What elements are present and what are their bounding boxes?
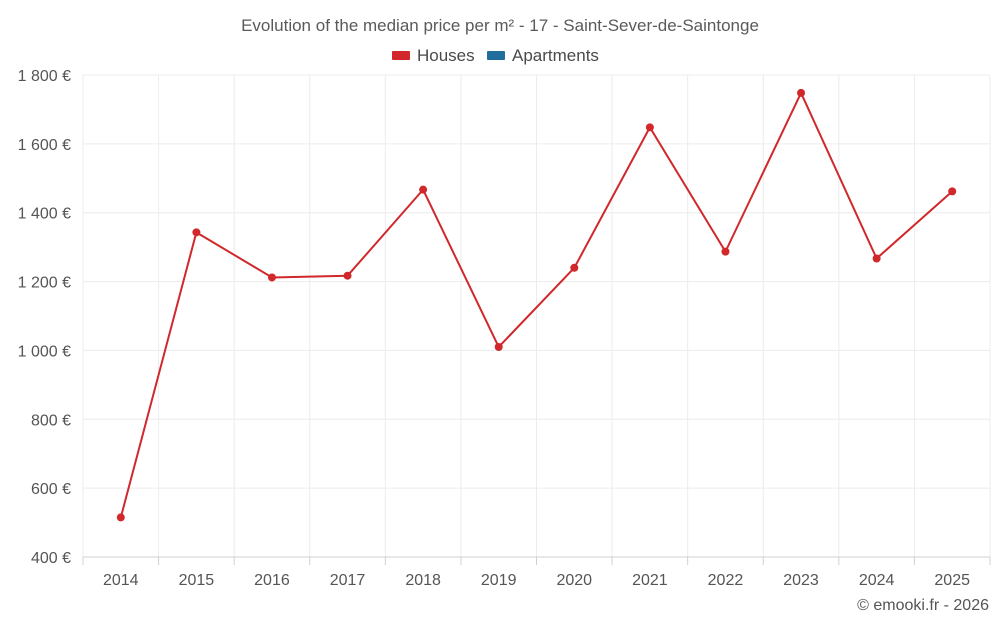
y-tick-label: 1 400 €: [18, 206, 71, 223]
y-tick-label: 800 €: [31, 412, 71, 429]
y-tick-label: 600 €: [31, 481, 71, 498]
x-tick-label: 2023: [783, 572, 819, 589]
x-tick-label: 2018: [405, 572, 441, 589]
data-point[interactable]: [192, 228, 201, 237]
legend-swatch-apartments[interactable]: [487, 51, 505, 60]
x-tick-label: 2020: [556, 572, 592, 589]
legend-swatch-houses[interactable]: [392, 51, 410, 60]
x-tick-label: 2016: [254, 572, 290, 589]
data-point[interactable]: [570, 263, 579, 272]
data-point[interactable]: [721, 247, 730, 256]
y-tick-label: 1 600 €: [18, 137, 71, 154]
series-line-houses: [119, 91, 953, 518]
data-point[interactable]: [267, 273, 276, 282]
data-point[interactable]: [116, 513, 125, 522]
y-tick-label: 1 200 €: [18, 275, 71, 292]
grid-lines: [82, 74, 991, 557]
legend-label-apartments[interactable]: Apartments: [512, 46, 599, 65]
credit-text: © emooki.fr - 2026: [857, 597, 989, 614]
y-axis: 400 € 600 € 800 € 1 000 € 1 200 € 1 400 € 1 60…: [18, 68, 71, 567]
y-tick-label: 1 800 €: [18, 68, 71, 85]
x-tick-label: 2019: [481, 572, 517, 589]
x-tick-label: 2014: [103, 572, 139, 589]
data-point[interactable]: [343, 271, 352, 280]
data-point[interactable]: [797, 88, 806, 97]
data-point[interactable]: [494, 342, 503, 351]
chart-title: Evolution of the median price per m² - 1…: [241, 16, 759, 35]
data-point[interactable]: [948, 187, 957, 196]
legend-label-houses[interactable]: Houses: [417, 46, 475, 65]
x-tick-label: 2015: [179, 572, 215, 589]
x-tick-label: 2022: [708, 572, 744, 589]
y-tick-label: 400 €: [31, 550, 71, 567]
y-tick-label: 1 000 €: [18, 343, 71, 360]
x-tick-label: 2017: [330, 572, 366, 589]
x-tick-label: 2024: [859, 572, 895, 589]
data-point[interactable]: [645, 123, 654, 132]
legend: Houses Apartments: [392, 46, 599, 65]
x-tick-label: 2025: [934, 572, 970, 589]
data-point[interactable]: [419, 185, 428, 194]
data-point[interactable]: [872, 254, 881, 263]
x-axis: 2014 2015 2016 2017 2018 2019 2020 2021 2022 2023…: [82, 556, 991, 589]
series-layer: [116, 88, 957, 522]
x-tick-label: 2021: [632, 572, 668, 589]
